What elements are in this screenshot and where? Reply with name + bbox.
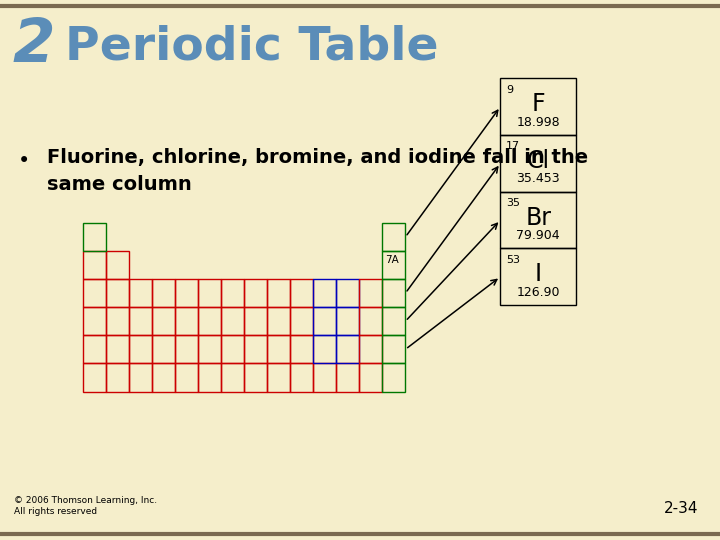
Text: 2: 2: [13, 16, 55, 75]
Bar: [500, 78, 576, 135]
Bar: [129, 335, 152, 363]
Bar: [175, 279, 198, 307]
Text: 18.998: 18.998: [516, 116, 560, 129]
Text: 7A: 7A: [384, 255, 398, 265]
Bar: [359, 335, 382, 363]
Bar: [152, 307, 175, 335]
Text: 79.904: 79.904: [516, 229, 560, 242]
Bar: [290, 307, 313, 335]
Text: 17: 17: [506, 141, 521, 152]
Bar: [175, 335, 198, 363]
Text: 35.453: 35.453: [516, 172, 560, 185]
Text: 35: 35: [506, 198, 520, 208]
Bar: [106, 279, 129, 307]
Bar: [382, 335, 405, 363]
Bar: [129, 363, 152, 392]
Bar: [267, 307, 290, 335]
Bar: [106, 335, 129, 363]
Bar: [500, 248, 576, 305]
Bar: [359, 279, 382, 307]
Text: F: F: [531, 92, 545, 117]
Text: 126.90: 126.90: [516, 286, 560, 299]
Bar: [106, 307, 129, 335]
Bar: [359, 363, 382, 392]
Text: Cl: Cl: [526, 149, 550, 173]
Bar: [244, 363, 267, 392]
Bar: [175, 307, 198, 335]
Text: Periodic Table: Periodic Table: [65, 24, 438, 69]
Bar: [175, 363, 198, 392]
Bar: [106, 363, 129, 392]
Text: 2-34: 2-34: [664, 501, 698, 516]
Bar: [500, 135, 576, 192]
Bar: [313, 335, 336, 363]
Bar: [221, 335, 244, 363]
Bar: [382, 251, 405, 279]
Bar: [290, 335, 313, 363]
Bar: [336, 335, 359, 363]
Bar: [313, 363, 336, 392]
Bar: [244, 307, 267, 335]
Bar: [313, 307, 336, 335]
Text: Br: Br: [525, 206, 552, 230]
Bar: [244, 279, 267, 307]
Bar: [83, 223, 106, 251]
Bar: [500, 192, 576, 248]
Bar: [83, 307, 106, 335]
Bar: [267, 335, 290, 363]
Bar: [152, 363, 175, 392]
Bar: [336, 363, 359, 392]
Bar: [290, 279, 313, 307]
Bar: [83, 363, 106, 392]
Text: Fluorine, chlorine, bromine, and iodine fall in the
same column: Fluorine, chlorine, bromine, and iodine …: [47, 148, 588, 194]
Bar: [336, 279, 359, 307]
Bar: [221, 307, 244, 335]
Text: © 2006 Thomson Learning, Inc.
All rights reserved: © 2006 Thomson Learning, Inc. All rights…: [14, 496, 158, 516]
Bar: [198, 279, 221, 307]
Bar: [106, 251, 129, 279]
Bar: [152, 279, 175, 307]
Bar: [129, 279, 152, 307]
Bar: [382, 279, 405, 307]
Bar: [83, 251, 106, 279]
Bar: [83, 279, 106, 307]
Bar: [244, 335, 267, 363]
Bar: [382, 223, 405, 251]
Bar: [267, 279, 290, 307]
Bar: [359, 307, 382, 335]
Text: •: •: [18, 151, 30, 171]
Bar: [336, 307, 359, 335]
Bar: [221, 363, 244, 392]
Bar: [313, 279, 336, 307]
Text: 9: 9: [506, 85, 513, 95]
Text: 53: 53: [506, 255, 520, 265]
Bar: [152, 335, 175, 363]
Bar: [129, 307, 152, 335]
Bar: [382, 363, 405, 392]
Bar: [267, 363, 290, 392]
Text: I: I: [535, 262, 541, 287]
Bar: [382, 307, 405, 335]
Bar: [198, 307, 221, 335]
Bar: [83, 335, 106, 363]
Bar: [198, 335, 221, 363]
Bar: [221, 279, 244, 307]
Bar: [290, 363, 313, 392]
Bar: [198, 363, 221, 392]
